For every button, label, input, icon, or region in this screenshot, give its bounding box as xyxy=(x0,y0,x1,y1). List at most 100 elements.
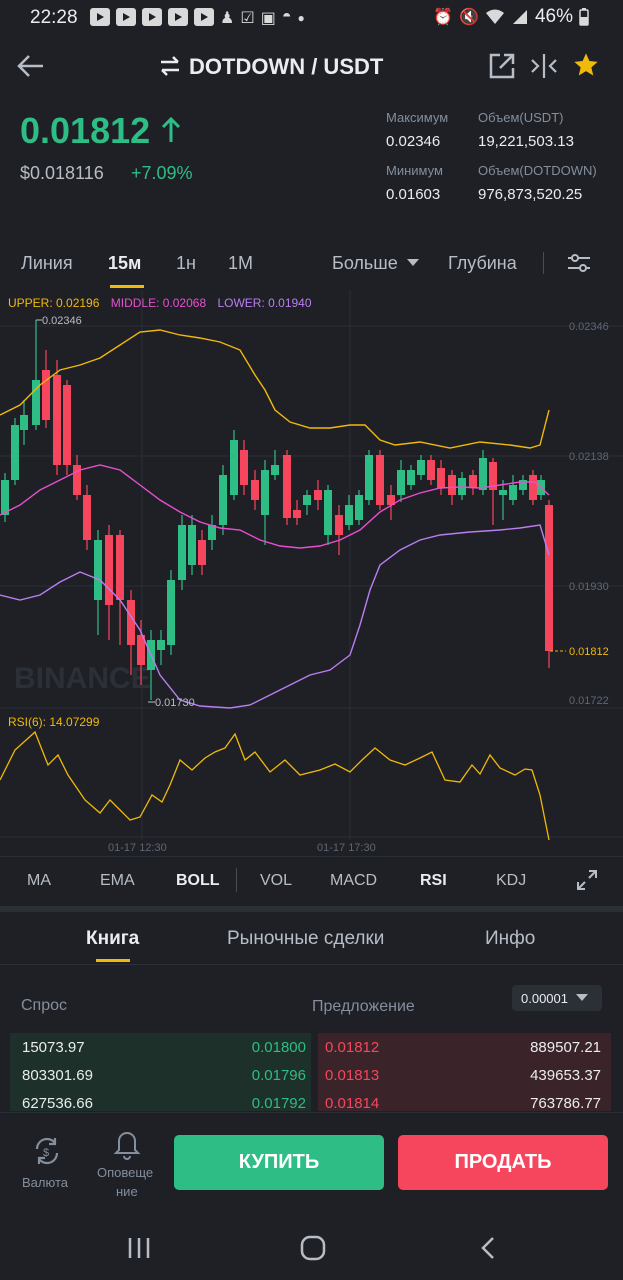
system-icons: ⏰ 🔇 46% xyxy=(433,6,589,28)
tf-15m[interactable]: 15м xyxy=(108,253,142,273)
tf-1h[interactable]: 1н xyxy=(176,253,196,273)
battery-text: 46% xyxy=(534,6,573,27)
candle-body xyxy=(63,385,71,465)
back-arrow-icon[interactable] xyxy=(16,52,46,80)
candle-body xyxy=(251,480,259,500)
fullscreen-icon[interactable] xyxy=(576,869,598,891)
swap-icon[interactable] xyxy=(158,54,182,78)
ind-boll[interactable]: BOLL xyxy=(176,872,220,889)
ind-ma[interactable]: MA xyxy=(27,872,51,889)
bid-label: Спрос xyxy=(21,997,68,1014)
android-nav-bar xyxy=(0,1215,623,1280)
tf-1mon[interactable]: 1М xyxy=(228,253,254,273)
candle-body xyxy=(489,462,497,490)
compare-icon[interactable] xyxy=(529,52,559,80)
candlestick-chart[interactable]: BINANCE 0.02346 0.02138 0.01930 0.01722 01-… xyxy=(0,290,623,860)
max-value: 0.02346 xyxy=(386,133,441,150)
youtube-icon xyxy=(194,8,214,26)
ask-depth-bar xyxy=(318,1033,611,1111)
candle-body xyxy=(293,510,301,518)
divider xyxy=(0,856,623,857)
candle-body xyxy=(545,505,553,651)
alarm-icon: ⏰ xyxy=(433,9,454,26)
candle-body xyxy=(499,490,507,495)
candle-body xyxy=(387,495,395,505)
alerts-label-1: Оповеще xyxy=(97,1165,154,1180)
tab-trades[interactable]: Рыночные сделки xyxy=(227,928,385,949)
chevron-down-icon xyxy=(576,994,588,1001)
candle-body xyxy=(345,505,353,525)
candle-body xyxy=(283,455,291,518)
max-label: Максимум xyxy=(386,110,449,125)
wifi-icon xyxy=(485,9,504,24)
checkbox-icon: ☑ xyxy=(240,10,255,27)
y-tick-label: 0.02346 xyxy=(569,321,609,333)
boll-upper: UPPER: 0.02196 xyxy=(8,296,100,310)
youtube-icon xyxy=(90,8,110,26)
external-link-icon[interactable] xyxy=(488,52,516,80)
currency-label: Валюта xyxy=(22,1175,68,1190)
x-tick-label: 01-17 17:30 xyxy=(317,842,376,854)
sell-button[interactable]: ПРОДАТЬ xyxy=(398,1135,608,1190)
back-icon[interactable] xyxy=(478,1235,498,1261)
candle-body xyxy=(178,525,186,580)
candle-body xyxy=(324,490,332,535)
battery-icon xyxy=(579,8,589,26)
incognito-icon: ◓ xyxy=(281,8,292,25)
y-tick-label: 0.02138 xyxy=(569,451,609,463)
status-bar: 22:28 ♟ ☑ ▣ ◓ ● ⏰ 🔇 46% xyxy=(0,0,623,36)
low-marker: 0.01730 xyxy=(155,697,195,709)
vol-base-label: Объем(DOTDOWN) xyxy=(478,163,597,178)
home-icon[interactable] xyxy=(299,1234,327,1262)
recent-apps-icon[interactable] xyxy=(126,1235,152,1261)
currency-button[interactable]: $ Валюта xyxy=(16,1133,78,1193)
ind-vol[interactable]: VOL xyxy=(260,872,293,889)
price-change: +7.09% xyxy=(131,163,193,183)
candle-body xyxy=(355,495,363,520)
ind-rsi[interactable]: RSI xyxy=(420,872,447,889)
usd-price: $0.018116 xyxy=(20,163,104,183)
candle-body xyxy=(240,450,248,485)
notification-icons: ♟ ☑ ▣ ◓ ● xyxy=(90,8,305,28)
candle-body xyxy=(479,458,487,490)
ind-macd[interactable]: MACD xyxy=(330,872,378,889)
vol-usdt-value: 19,221,503.13 xyxy=(478,133,574,150)
candle-body xyxy=(376,455,384,505)
candle-body xyxy=(397,470,405,495)
last-price: 0.01812 xyxy=(20,110,151,151)
y-tick-label: 0.01930 xyxy=(569,581,609,593)
up-arrow-icon xyxy=(161,116,181,142)
candle-body xyxy=(448,475,456,495)
ind-ema[interactable]: EMA xyxy=(100,872,135,889)
tab-book[interactable]: Книга xyxy=(86,928,140,949)
alerts-button[interactable]: Оповеще ние xyxy=(94,1126,160,1199)
candle-body xyxy=(105,535,113,605)
chart-settings-icon[interactable] xyxy=(566,252,592,274)
precision-select[interactable]: 0.00001 xyxy=(512,985,602,1011)
favorite-star-icon[interactable] xyxy=(571,51,601,79)
tf-active-indicator xyxy=(110,285,144,288)
candle-body xyxy=(519,480,527,490)
candle-body xyxy=(219,475,227,525)
tab-info[interactable]: Инфо xyxy=(485,928,536,949)
tf-more[interactable]: Больше xyxy=(332,253,398,273)
youtube-icon xyxy=(142,8,162,26)
candle-body xyxy=(271,465,279,475)
youtube-icon xyxy=(116,8,136,26)
ind-kdj[interactable]: KDJ xyxy=(496,872,527,889)
tf-line[interactable]: Линия xyxy=(21,253,73,273)
boll-lower: LOWER: 0.01940 xyxy=(217,296,312,310)
candle-body xyxy=(73,465,81,495)
candle-body xyxy=(83,495,91,540)
pair-title[interactable]: DOTDOWN / USDT xyxy=(189,54,384,79)
candle-body xyxy=(335,515,343,535)
tf-depth[interactable]: Глубина xyxy=(448,253,517,273)
candle-body xyxy=(314,490,322,500)
min-value: 0.01603 xyxy=(386,186,441,203)
chevron-down-icon[interactable] xyxy=(407,259,419,267)
buy-button[interactable]: КУПИТЬ xyxy=(174,1135,384,1190)
precision-value: 0.00001 xyxy=(521,991,568,1006)
candle-body xyxy=(230,440,238,495)
candle-body xyxy=(407,470,415,485)
dot-icon: ● xyxy=(297,11,305,25)
